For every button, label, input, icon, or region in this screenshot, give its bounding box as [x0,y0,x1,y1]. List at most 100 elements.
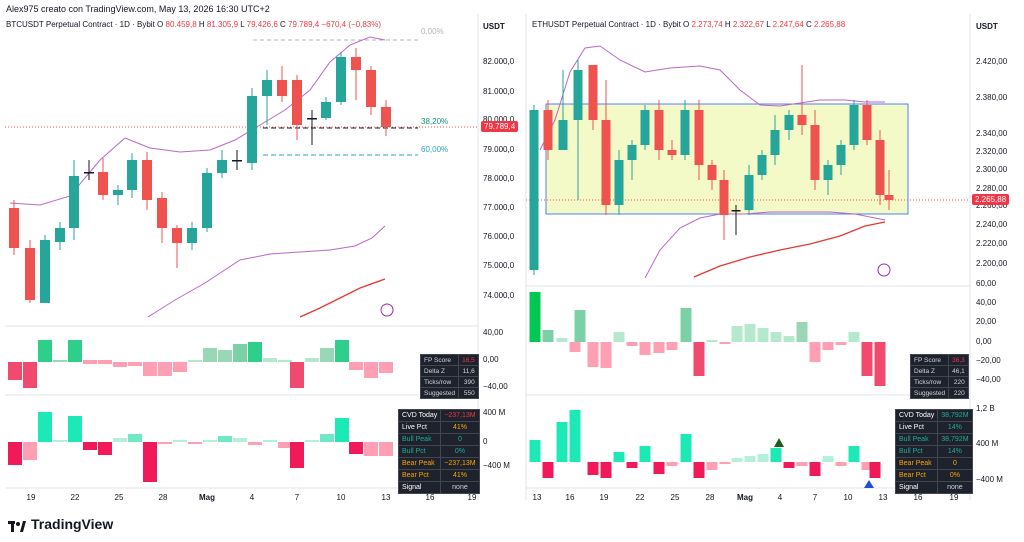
cvd-row: Bull Peak 0 [397,433,480,446]
right-x-tick: 22 [635,493,645,502]
left-cvd-bar [83,442,97,450]
right-cvd-bar [744,456,756,462]
right-price-tick: 2.240,00 [976,220,1008,229]
left-cvd-bar [203,440,217,442]
left-price-tick: 78.000,0 [483,174,515,183]
left-x-tick: 13 [381,493,391,502]
left-fp-bar [278,360,292,362]
bear-signal-icon [864,480,874,488]
left-fp-bar [218,350,232,362]
snapshot-header: Alex975 creato con TradingView.com, May … [6,4,270,14]
left-cvd-bar [38,412,52,442]
cvd-row: CVD Today −237,13M [397,409,480,422]
tradingview-logo[interactable]: TradingView [8,516,113,532]
left-price-tick: 81.000,0 [483,87,515,96]
left-osc-tick: 0,00 [483,355,499,364]
right-last-price-tag: 2.265,88 [972,194,1010,205]
right-cvd-bar [666,462,678,466]
right-fp-bar [693,342,705,376]
right-fp-bar [569,342,581,352]
left-candle-body [321,102,331,118]
left-fp-bar [320,348,334,362]
left-fp-bar [128,362,142,366]
right-fp-bar [757,328,769,342]
left-cvd-tick: 400 M [483,408,506,417]
right-price-tick: 2.260,00 [976,201,1008,210]
right-candle-body [884,195,894,200]
right-fp-bar [639,342,651,355]
right-fp-histogram [529,292,886,386]
left-fp-bar [83,360,97,364]
right-fp-bar [809,342,821,362]
left-candle-body [25,248,35,300]
right-fp-bar [574,310,586,342]
right-cvd-bar [796,462,808,466]
left-cvd-bar [68,416,82,442]
right-fp-bar [680,308,692,342]
left-cvd-bar [158,442,172,444]
left-candle-body [336,57,346,102]
left-cvd-bar [263,440,277,442]
left-x-tick: 28 [158,493,168,502]
left-x-tick: 19 [467,493,477,502]
left-candle-body [277,80,287,96]
left-price-tick: 75.000,0 [483,261,515,270]
right-cvd-tick: 400 M [976,439,999,448]
left-x-tick: 10 [336,493,346,502]
right-fp-bar [542,330,554,342]
left-price-tick: 77.000,0 [483,203,515,212]
right-price-tick: 2.420,00 [976,57,1008,66]
left-cvd-bar [173,440,187,442]
right-price-tick: 2.280,00 [976,184,1008,193]
left-price-tick: 80.000,0 [483,115,515,124]
left-cvd-bar [278,442,292,448]
left-candle-body [98,172,108,195]
right-osc-tick: 40,00 [976,298,997,307]
right-cvd-bar [757,454,769,462]
right-x-tick: 13 [532,493,542,502]
left-candle-body [366,70,376,107]
left-fp-bar [248,342,262,362]
left-candle-body [113,190,123,195]
right-symbol[interactable]: ETHUSDT Perpetual Contract · 1D · Bybit [532,20,681,29]
left-axis-unit: USDT [483,22,505,31]
left-fp-bar [305,358,319,362]
left-cvd-bar [98,442,112,455]
left-cvd-bar [113,438,127,442]
right-cvd-bar [556,422,568,462]
left-price-tick: 82.000,0 [483,57,515,66]
right-fp-bar [874,342,886,386]
right-fp-bar [529,292,541,342]
left-candle-body [142,160,152,200]
right-candle-body [731,210,741,212]
left-fp-bar [188,360,202,362]
cvd-row: Bear Peak −237,13M [397,457,480,470]
right-cvd-bar [529,440,541,462]
left-fp-bar [233,344,247,362]
left-fp-bar [23,362,37,388]
left-cvd-bar [188,442,202,444]
right-price-tick: 2.200,00 [976,259,1008,268]
fp-row: FP Score 36,3 [909,354,969,366]
left-candle-body [40,240,50,303]
left-symbol[interactable]: BTCUSDT Perpetual Contract · 1D · Bybit [6,20,155,29]
right-cvd-bar [835,462,847,466]
right-x-tick: 28 [705,493,715,502]
right-cvd-bar [569,410,581,462]
left-cvd-bar [53,440,67,442]
right-fp-bar [861,342,873,376]
left-x-tick: Mag [199,493,215,502]
left-candle-body [381,107,391,127]
left-cvd-bar [364,442,378,456]
right-candle-body [694,110,704,165]
cvd-row: Signal none [397,481,480,494]
left-candle-body [172,228,182,243]
right-candle-body [784,115,794,130]
fp-row: Suggested 220 [909,387,969,399]
left-cvd-bar [8,442,22,465]
left-last-price-tag: 79.789,4 [481,121,519,132]
right-cvd-bar [783,462,795,468]
cvd-row: Live Pct 14% [894,421,973,434]
left-cvd-bar [335,418,349,442]
